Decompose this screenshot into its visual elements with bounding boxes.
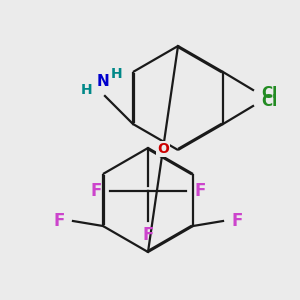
Text: N: N (97, 74, 109, 89)
Text: F: F (90, 182, 102, 200)
Text: O: O (157, 142, 169, 156)
Text: H: H (111, 67, 123, 81)
Text: H: H (81, 83, 93, 97)
Text: F: F (142, 226, 154, 244)
Text: F: F (53, 212, 65, 230)
Text: F: F (194, 182, 206, 200)
Text: Cl: Cl (261, 86, 277, 101)
Text: Cl: Cl (261, 94, 277, 110)
Text: F: F (231, 212, 243, 230)
